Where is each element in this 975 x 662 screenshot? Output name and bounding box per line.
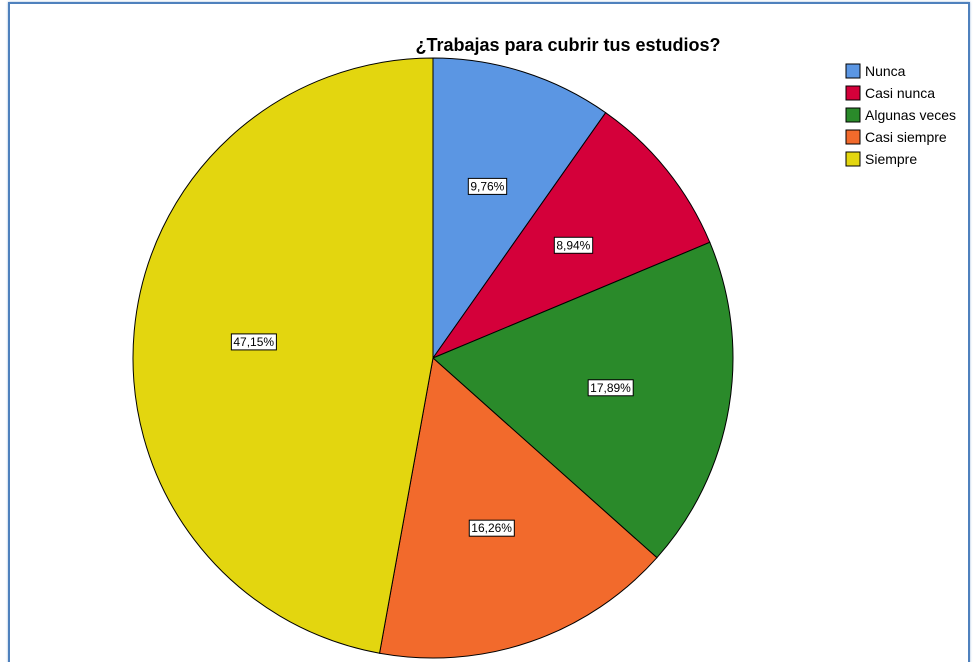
- pie-slice-casi-nunca: [431, 111, 711, 360]
- slice-label: 8,94%: [553, 236, 594, 254]
- slice-label-box: [553, 236, 594, 254]
- legend-label: Nunca: [865, 63, 906, 79]
- slice-label: 16,26%: [468, 519, 515, 537]
- slice-label-box: [467, 177, 508, 195]
- legend-swatch: [845, 107, 861, 123]
- slice-label-text: 8,94%: [556, 238, 590, 252]
- pie-slices: [132, 57, 734, 659]
- legend-swatch: [845, 85, 861, 101]
- legend-swatch: [845, 129, 861, 145]
- slice-label-text: 9,76%: [470, 179, 504, 193]
- legend-swatch: [845, 63, 861, 79]
- pie-slice-nunca: [432, 57, 607, 360]
- slice-label: 17,89%: [587, 379, 634, 397]
- slice-label-box: [468, 519, 515, 537]
- slice-label-box: [230, 333, 277, 351]
- slice-label-text: 47,15%: [233, 335, 274, 349]
- pie-slice-casi-siempre: [378, 357, 658, 659]
- slice-label-text: 17,89%: [590, 381, 631, 395]
- legend-label: Algunas veces: [865, 107, 956, 123]
- legend-item-casi-nunca: Casi nunca: [845, 85, 935, 101]
- legend-item-algunas-veces: Algunas veces: [845, 107, 956, 123]
- legend-label: Casi nunca: [865, 85, 935, 101]
- pie-slice-siempre: [132, 57, 434, 654]
- legend-item-nunca: Nunca: [845, 63, 906, 79]
- legend: Nunca Casi nunca Algunas veces Casi siempre…: [845, 63, 956, 167]
- slice-label-box: [587, 379, 634, 397]
- pie-slice-labels: 9,76% 8,94% 17,89% 16,26% 47,15%: [230, 177, 634, 537]
- legend-swatch: [845, 151, 861, 167]
- slice-label: 9,76%: [467, 177, 508, 195]
- slice-label: 47,15%: [230, 333, 277, 351]
- chart-title: ¿Trabajas para cubrir tus estudios?: [415, 35, 720, 55]
- legend-item-casi-siempre: Casi siempre: [845, 129, 947, 145]
- legend-label: Siempre: [865, 151, 917, 167]
- legend-item-siempre: Siempre: [845, 151, 917, 167]
- pie-slice-algunas-veces: [432, 241, 734, 559]
- legend-label: Casi siempre: [865, 129, 947, 145]
- slice-label-text: 16,26%: [471, 521, 512, 535]
